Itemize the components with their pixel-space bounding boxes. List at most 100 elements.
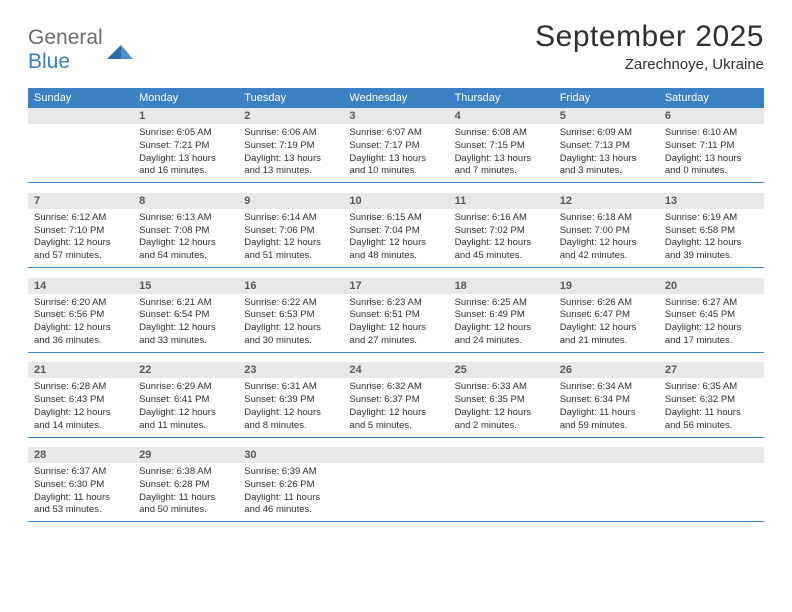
week-1-content: Sunrise: 6:12 AMSunset: 7:10 PMDaylight:… [28,209,764,268]
daylight-text: Daylight: 13 hours and 10 minutes. [349,153,442,179]
calendar-table: SundayMondayTuesdayWednesdayThursdayFrid… [28,88,764,522]
daylight-text: Daylight: 12 hours and 11 minutes. [139,407,232,433]
sunrise-text: Sunrise: 6:06 AM [244,127,337,140]
sunrise-text: Sunrise: 6:33 AM [455,381,548,394]
day-number: 8 [133,193,238,209]
month-title: September 2025 [535,20,764,54]
day-number: 9 [238,193,343,209]
daylight-text: Daylight: 13 hours and 16 minutes. [139,153,232,179]
daylight-text: Daylight: 13 hours and 3 minutes. [560,153,653,179]
sunrise-text: Sunrise: 6:22 AM [244,297,337,310]
day-number: 3 [343,108,448,124]
location: Zarechnoye, Ukraine [535,56,764,73]
day-number: 24 [343,362,448,378]
sunset-text: Sunset: 7:04 PM [349,225,442,238]
day-cell: Sunrise: 6:23 AMSunset: 6:51 PMDaylight:… [343,294,448,353]
sunset-text: Sunset: 6:51 PM [349,309,442,322]
sunrise-text: Sunrise: 6:05 AM [139,127,232,140]
day-number: 21 [28,362,133,378]
sunrise-text: Sunrise: 6:13 AM [139,212,232,225]
day-cell: Sunrise: 6:21 AMSunset: 6:54 PMDaylight:… [133,294,238,353]
day-number: 4 [449,108,554,124]
sunset-text: Sunset: 7:19 PM [244,140,337,153]
sunset-text: Sunset: 6:30 PM [34,479,127,492]
day-number: 30 [238,447,343,463]
daylight-text: Daylight: 11 hours and 53 minutes. [34,492,127,518]
day-number [28,108,133,124]
day-number: 18 [449,278,554,294]
sunrise-text: Sunrise: 6:14 AM [244,212,337,225]
daylight-text: Daylight: 12 hours and 8 minutes. [244,407,337,433]
daylight-text: Daylight: 12 hours and 42 minutes. [560,237,653,263]
day-header-monday: Monday [133,88,238,108]
sunrise-text: Sunrise: 6:08 AM [455,127,548,140]
week-2-numbers: 14151617181920 [28,278,764,294]
day-cell: Sunrise: 6:28 AMSunset: 6:43 PMDaylight:… [28,378,133,437]
day-header-sunday: Sunday [28,88,133,108]
day-number: 26 [554,362,659,378]
day-cell: Sunrise: 6:37 AMSunset: 6:30 PMDaylight:… [28,463,133,522]
day-number: 20 [659,278,764,294]
day-number: 11 [449,193,554,209]
sunrise-text: Sunrise: 6:28 AM [34,381,127,394]
row-spacer [28,183,764,193]
day-cell: Sunrise: 6:09 AMSunset: 7:13 PMDaylight:… [554,124,659,183]
sunrise-text: Sunrise: 6:39 AM [244,466,337,479]
sunset-text: Sunset: 7:17 PM [349,140,442,153]
day-header-tuesday: Tuesday [238,88,343,108]
sunset-text: Sunset: 6:28 PM [139,479,232,492]
row-spacer [28,352,764,362]
day-number [554,447,659,463]
sunset-text: Sunset: 6:54 PM [139,309,232,322]
week-3-content: Sunrise: 6:28 AMSunset: 6:43 PM Daylight:… [28,378,764,437]
daylight-text: Daylight: 12 hours and 54 minutes. [139,237,232,263]
sunrise-text: Sunrise: 6:10 AM [665,127,758,140]
day-header-friday: Friday [554,88,659,108]
sunset-text: Sunset: 7:15 PM [455,140,548,153]
day-header-saturday: Saturday [659,88,764,108]
day-cell [554,463,659,522]
daylight-text: Daylight: 12 hours and 36 minutes. [34,322,127,348]
sunrise-text: Sunrise: 6:20 AM [34,297,127,310]
sunrise-text: Sunrise: 6:16 AM [455,212,548,225]
day-cell [28,124,133,183]
day-cell: Sunrise: 6:25 AMSunset: 6:49 PMDaylight:… [449,294,554,353]
day-header-row: SundayMondayTuesdayWednesdayThursdayFrid… [28,88,764,108]
day-cell: Sunrise: 6:38 AMSunset: 6:28 PMDaylight:… [133,463,238,522]
daylight-text: Daylight: 12 hours and 27 minutes. [349,322,442,348]
day-cell: Sunrise: 6:29 AMSunset: 6:41 PMDaylight:… [133,378,238,437]
day-number: 7 [28,193,133,209]
day-cell [449,463,554,522]
daylight-text: Daylight: 12 hours and 2 minutes. [455,407,548,433]
day-cell: Sunrise: 6:32 AMSunset: 6:37 PMDaylight:… [343,378,448,437]
sunrise-text: Sunrise: 6:12 AM [34,212,127,225]
sunset-text: Sunset: 7:00 PM [560,225,653,238]
title-block: September 2025 Zarechnoye, Ukraine [535,20,764,73]
daylight-text: Daylight: 12 hours and 33 minutes. [139,322,232,348]
daylight-text: Daylight: 12 hours and 24 minutes. [455,322,548,348]
day-number: 25 [449,362,554,378]
sunset-text: Sunset: 6:47 PM [560,309,653,322]
day-cell: Sunrise: 6:07 AMSunset: 7:17 PMDaylight:… [343,124,448,183]
day-cell: Sunrise: 6:16 AMSunset: 7:02 PMDaylight:… [449,209,554,268]
day-header-wednesday: Wednesday [343,88,448,108]
sunset-text: Sunset: 6:43 PM [34,394,127,407]
day-number: 23 [238,362,343,378]
sunrise-text: Sunrise: 6:31 AM [244,381,337,394]
day-number: 14 [28,278,133,294]
week-1-numbers: 78910111213 [28,193,764,209]
week-3-numbers: 21222324252627 [28,362,764,378]
sunset-text: Sunset: 7:11 PM [665,140,758,153]
sunset-text: Sunset: 6:37 PM [349,394,442,407]
day-cell: Sunrise: 6:35 AMSunset: 6:32 PMDaylight:… [659,378,764,437]
day-cell: Sunrise: 6:18 AMSunset: 7:00 PMDaylight:… [554,209,659,268]
day-cell: Sunrise: 6:34 AMSunset: 6:34 PMDaylight:… [554,378,659,437]
day-cell [343,463,448,522]
day-number: 22 [133,362,238,378]
day-number: 15 [133,278,238,294]
sunset-text: Sunset: 6:53 PM [244,309,337,322]
sunrise-text: Sunrise: 6:29 AM [139,381,232,394]
week-4-content: Sunrise: 6:37 AMSunset: 6:30 PMDaylight:… [28,463,764,522]
sunset-text: Sunset: 6:56 PM [34,309,127,322]
logo-sub: Blue [28,50,70,73]
